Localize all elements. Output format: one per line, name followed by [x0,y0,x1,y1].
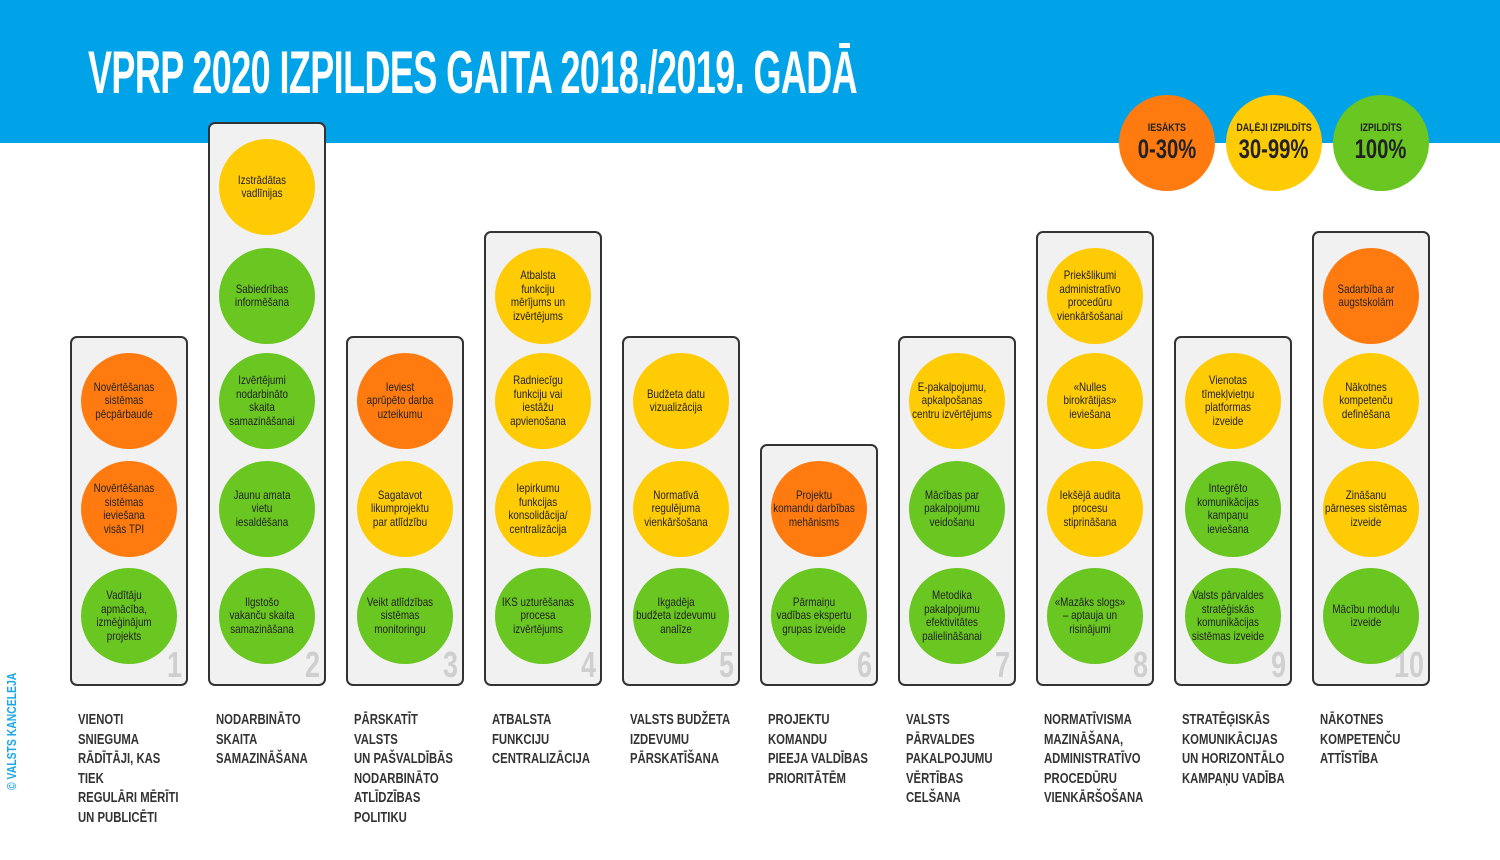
task-text: Normatīvā regulējuma vienkāršošana [644,487,708,529]
page-title: VPRP 2020 IZPILDES GAITA 2018./2019. GAD… [88,39,858,106]
column-number: 2 [304,644,320,685]
task-circle-green: Mācības par pakalpojumu veidošanu [909,461,1005,557]
column-label: PĀRSKATĪT VALSTS UN PAŠVALDĪBĀS NODARBIN… [354,712,453,826]
task-text: Vienotas tīmekļvietņu platformas izveide [1201,373,1255,428]
task-circle-yellow: «Nulles birokrātijas» ieviešana [1047,353,1143,449]
task-text: Radniecīgu funkciju vai iestāžu apvienoš… [510,373,566,428]
task-text: «Mazāks slogs» – aptauja un risinājumi [1054,594,1126,636]
task-circle-yellow: Nākotnes kompetenču definēšana [1323,353,1419,449]
task-text: Metodika pakalpojumu efektivitātes palie… [922,588,982,643]
column-label: VIENOTI SNIEGUMA RĀDĪTĀJI, KAS TIEK REGU… [78,712,179,826]
task-circle-orange: Novērtēšanas sistēmas ieviešana visās TP… [81,461,177,557]
legend-range: 30-99% [1239,134,1309,164]
task-text: Novērtēšanas sistēmas ieviešana visās TP… [93,481,155,536]
task-circle-green: Veikt atlīdzības sistēmas monitoringu [357,568,453,664]
task-text: Sadarbība ar augstskolām [1337,281,1395,309]
task-text: Iekšējā audita procesu stiprināšana [1059,487,1121,529]
column-number: 4 [580,644,596,685]
task-circle-green: «Mazāks slogs» – aptauja un risinājumi [1047,568,1143,664]
column-number: 3 [442,644,458,685]
task-text: Ieviest aprūpēto darba uzteikumu [366,379,434,421]
task-text: Ikgadēja budžeta izdevumu analīze [636,594,716,636]
task-circle-green: Vadītāju apmācība, izmēģinājum projekts [81,568,177,664]
task-text: Integrēto komunikācijas kampaņu ieviešan… [1197,481,1259,536]
task-circle-green: Mācību moduļu izveide [1323,568,1419,664]
column-label: NODARBINĀTO SKAITA SAMAZINĀŠANA [216,712,308,767]
task-text: Iepirkumu funkcijas konsolidācija/ centr… [508,481,568,536]
legend-label: DAĻĒJI IZPILDĪTS [1236,122,1312,134]
task-text: Mācības par pakalpojumu veidošanu [924,487,980,529]
copyright: © VALSTS KANCELEJA [4,672,19,790]
task-circle-green: Integrēto komunikācijas kampaņu ieviešan… [1185,461,1281,557]
task-circle-green: Valsts pārvaldes stratēģiskās komunikāci… [1185,568,1281,664]
task-text: Izvērtējumi nodarbināto skaita samazināš… [229,373,295,428]
task-circle-green: Izvērtējumi nodarbināto skaita samazināš… [219,353,315,449]
task-circle-yellow: Izstrādātas vadlīnijas [219,139,315,235]
task-text: Priekšlikumi administratīvo procedūru vi… [1057,268,1123,323]
task-text: Jaunu amata vietu iesaldēšana [233,487,291,529]
task-text: Izstrādātas vadlīnijas [237,172,287,200]
legend-label: IZPILDĪTS [1360,122,1402,134]
task-text: Valsts pārvaldes stratēģiskās komunikāci… [1191,588,1265,643]
task-circle-yellow: Radniecīgu funkciju vai iestāžu apvienoš… [495,353,591,449]
task-circle-green: Ikgadēja budžeta izdevumu analīze [633,568,729,664]
task-circle-yellow: Normatīvā regulējuma vienkāršošana [633,461,729,557]
task-text: Sabiedrības informēšana [234,281,290,309]
task-circle-yellow: Budžeta datu vizualizācija [633,353,729,449]
column-label: VALSTS BUDŽETA IZDEVUMU PĀRSKATĪŠANA [630,712,731,767]
task-circle-green: Ilgstošo vakanču skaita samazināšana [219,568,315,664]
column-label: ATBALSTA FUNKCIJU CENTRALIZĀCIJA [492,712,591,767]
task-circle-orange: Projektu komandu darbības mehānisms [771,461,867,557]
task-text: Mācību moduļu izveide [1332,601,1400,629]
task-text: Veikt atlīdzības sistēmas monitoringu [366,594,434,636]
task-circle-yellow: Priekšlikumi administratīvo procedūru vi… [1047,248,1143,344]
task-circle-yellow: Zināšanu pārneses sistēmas izveide [1323,461,1419,557]
task-text: E-pakalpojumu, apkalpošanas centru izvēr… [912,379,992,421]
task-circle-yellow: Iekšējā audita procesu stiprināšana [1047,461,1143,557]
task-text: Pārmaiņu vadības ekspertu grupas izveide [776,594,852,636]
task-circle-orange: Novērtēšanas sistēmas pēcpārbaude [81,353,177,449]
task-circle-yellow: Vienotas tīmekļvietņu platformas izveide [1185,353,1281,449]
task-circle-green: Sabiedrības informēšana [219,248,315,344]
task-text: Zināšanu pārneses sistēmas izveide [1324,487,1408,529]
task-text: Novērtēšanas sistēmas pēcpārbaude [93,379,155,421]
task-text: Vadītāju apmācība, izmēģinājum projekts [96,588,152,643]
legend-item-green: IZPILDĪTS 100% [1333,95,1429,191]
legend-item-yellow: DAĻĒJI IZPILDĪTS 30-99% [1226,95,1322,191]
task-circle-yellow: E-pakalpojumu, apkalpošanas centru izvēr… [909,353,1005,449]
column-label: NORMATĪVISMA MAZINĀŠANA, ADMINISTRATĪVO … [1044,712,1144,806]
column-label: STRATĒĢISKĀS KOMUNIKĀCIJAS UN HORIZONTĀL… [1182,712,1285,787]
task-text: Nākotnes kompetenču definēšana [1339,379,1393,421]
task-text: IKS uzturēšanas procesa izvērtējums [501,594,575,636]
task-text: Budžeta datu vizualizācija [646,386,705,414]
column-number: 6 [856,644,872,685]
task-circle-yellow: Atbalsta funkciju mērījums un izvērtējum… [495,248,591,344]
column-number: 7 [994,644,1010,685]
task-circle-orange: Ieviest aprūpēto darba uzteikumu [357,353,453,449]
column-label: NĀKOTNES KOMPETENČU ATTĪSTĪBA [1320,712,1401,767]
column-label: VALSTS PĀRVALDES PAKALPOJUMU VĒRTĪBAS CE… [906,712,993,806]
task-text: «Nulles birokrātijas» ieviešana [1063,379,1117,421]
column-number: 9 [1270,644,1286,685]
legend-range: 0-30% [1137,134,1197,164]
legend-range: 100% [1355,134,1407,164]
column-number: 5 [718,644,734,685]
task-text: Projektu komandu darbības mehānisms [773,487,855,529]
task-circle-green: IKS uzturēšanas procesa izvērtējums [495,568,591,664]
column-number: 8 [1132,644,1148,685]
task-text: Atbalsta funkciju mērījums un izvērtējum… [510,268,566,323]
task-text: Sagatavot likumprojektu par atlīdzību [371,487,429,529]
task-circle-green: Metodika pakalpojumu efektivitātes palie… [909,568,1005,664]
task-circle-green: Jaunu amata vietu iesaldēšana [219,461,315,557]
legend-item-orange: IESĀKTS 0-30% [1119,95,1215,191]
task-circle-green: Pārmaiņu vadības ekspertu grupas izveide [771,568,867,664]
task-text: Ilgstošo vakanču skaita samazināšana [229,594,295,636]
task-circle-yellow: Iepirkumu funkcijas konsolidācija/ centr… [495,461,591,557]
task-circle-yellow: Sagatavot likumprojektu par atlīdzību [357,461,453,557]
column-number: 1 [166,644,182,685]
column-label: PROJEKTU KOMANDU PIEEJA VALDĪBAS PRIORIT… [768,712,868,787]
task-circle-orange: Sadarbība ar augstskolām [1323,248,1419,344]
legend-label: IESĀKTS [1147,122,1187,134]
